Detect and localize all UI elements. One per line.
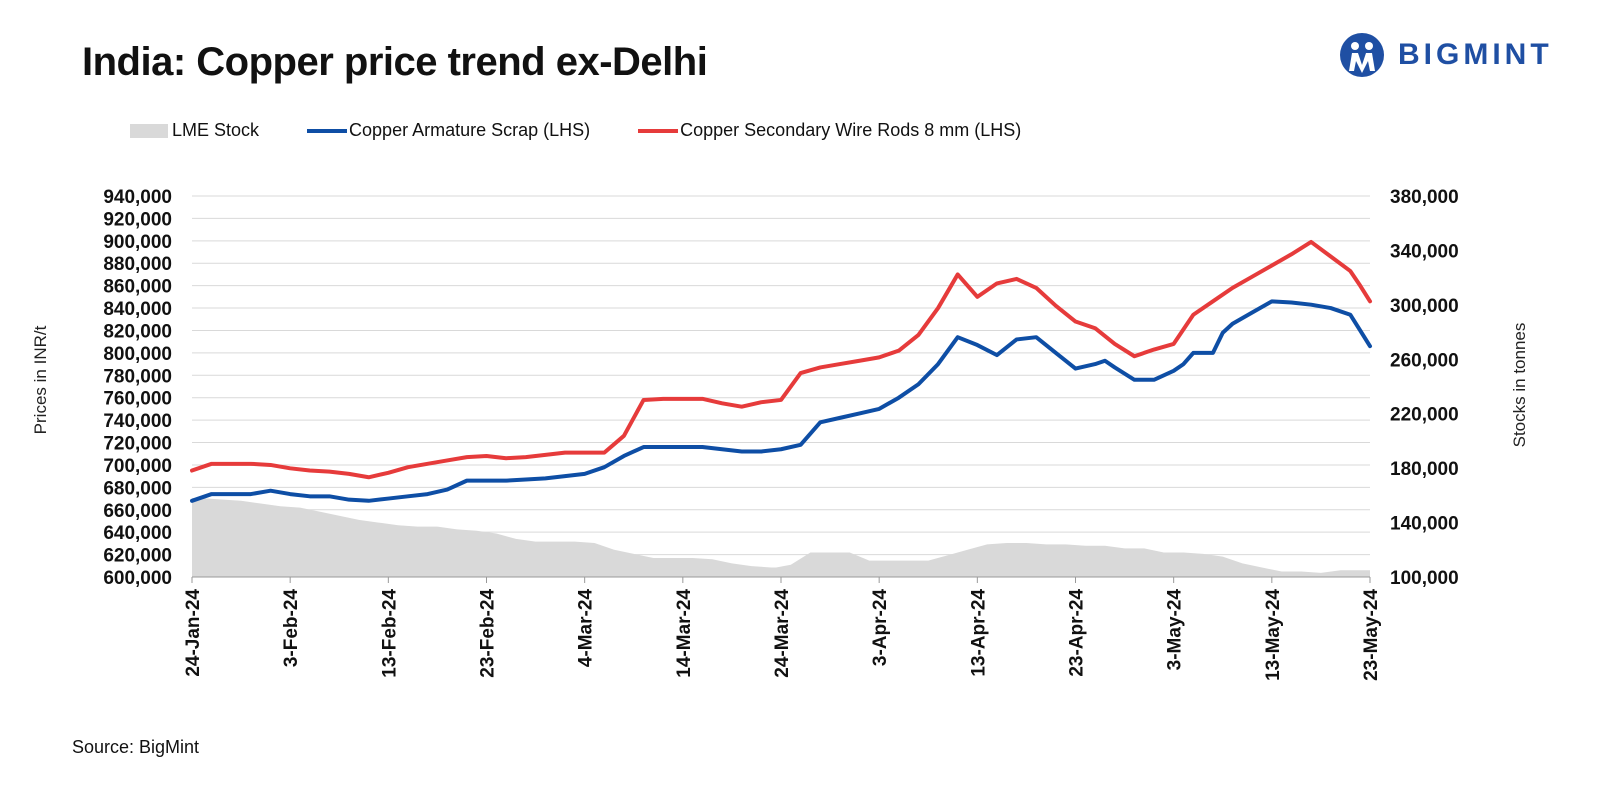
x-tick-label: 14-Mar-24 bbox=[674, 589, 695, 678]
legend-swatch-armature bbox=[307, 128, 348, 133]
y-tick-label: 920,000 bbox=[103, 209, 172, 230]
bigmint-logo-icon bbox=[1340, 33, 1384, 77]
x-tick-label: 24-Jan-24 bbox=[183, 589, 204, 677]
y-tick-label: 760,000 bbox=[103, 389, 172, 410]
x-tick-label: 3-Feb-24 bbox=[281, 589, 302, 668]
x-tick-label: 4-Mar-24 bbox=[576, 589, 597, 668]
y-axis-title-left: Prices in INR/t bbox=[31, 325, 50, 434]
legend-label-wirerods: Copper Secondary Wire Rods 8 mm (LHS) bbox=[680, 120, 1022, 140]
x-tick-label: 13-Feb-24 bbox=[379, 589, 400, 678]
y-tick-label: 940,000 bbox=[103, 187, 172, 208]
x-tick-label: 24-Mar-24 bbox=[772, 589, 793, 678]
source-note: Source: BigMint bbox=[72, 737, 200, 757]
y-tick-label: 840,000 bbox=[103, 299, 172, 320]
y-tick-label: 700,000 bbox=[103, 456, 172, 477]
y2-tick-label: 100,000 bbox=[1390, 568, 1459, 589]
y-tick-label: 640,000 bbox=[103, 523, 172, 544]
y-axis-title-right: Stocks in tonnes bbox=[1510, 323, 1529, 448]
page-title: India: Copper price trend ex-Delhi bbox=[82, 40, 708, 84]
y-tick-label: 800,000 bbox=[103, 344, 172, 365]
y-tick-label: 780,000 bbox=[103, 366, 172, 387]
y-tick-label: 900,000 bbox=[103, 232, 172, 253]
legend-item-lme: LME Stock bbox=[130, 120, 259, 141]
x-axis: 24-Jan-24 3-Feb-24 13-Feb-24 23-Feb-24 4-Mar… bbox=[183, 577, 1382, 681]
x-tick-label: 13-May-24 bbox=[1263, 589, 1284, 681]
y2-tick-label: 140,000 bbox=[1390, 514, 1459, 535]
legend-label-armature: Copper Armature Scrap (LHS) bbox=[349, 120, 591, 140]
legend-item-wirerods: Copper Secondary Wire Rods 8 mm (LHS) bbox=[638, 120, 1021, 141]
chart-legend: LME Stock Copper Armature Scrap (LHS) Co… bbox=[130, 120, 1069, 141]
y-tick-label: 740,000 bbox=[103, 411, 172, 432]
lme-stock-area bbox=[192, 498, 1370, 577]
gridlines bbox=[192, 195, 1370, 578]
y-tick-label: 680,000 bbox=[103, 478, 172, 499]
brand-name: BIGMINT bbox=[1398, 38, 1553, 71]
armature-scrap-line bbox=[190, 299, 1372, 503]
y2-tick-label: 180,000 bbox=[1390, 459, 1459, 480]
x-tick-label: 23-Feb-24 bbox=[478, 589, 499, 678]
y2-tick-label: 340,000 bbox=[1390, 241, 1459, 262]
x-tick-label: 23-Apr-24 bbox=[1067, 589, 1088, 677]
y-tick-label: 620,000 bbox=[103, 546, 172, 567]
y-axis-left: 940,000920,000900,000880,000860,000840,0… bbox=[103, 187, 172, 589]
legend-label-lme: LME Stock bbox=[172, 120, 260, 140]
legend-item-armature: Copper Armature Scrap (LHS) bbox=[307, 120, 590, 141]
y2-tick-label: 260,000 bbox=[1390, 350, 1459, 371]
y-tick-label: 720,000 bbox=[103, 434, 172, 455]
wire-rods-line bbox=[190, 239, 1372, 480]
y-tick-label: 860,000 bbox=[103, 277, 172, 298]
y-tick-label: 600,000 bbox=[103, 568, 172, 589]
y-tick-label: 880,000 bbox=[103, 254, 172, 275]
lme-area-layer bbox=[192, 498, 1370, 577]
legend-swatch-lme bbox=[130, 123, 168, 138]
x-tick-label: 23-May-24 bbox=[1361, 589, 1382, 681]
y2-tick-label: 220,000 bbox=[1390, 405, 1459, 426]
y2-tick-label: 380,000 bbox=[1390, 187, 1459, 208]
legend-swatch-wirerods bbox=[638, 128, 679, 133]
x-tick-label: 3-Apr-24 bbox=[870, 589, 891, 667]
x-tick-label: 13-Apr-24 bbox=[968, 589, 989, 677]
series-lines-layer bbox=[190, 239, 1372, 503]
y2-tick-label: 300,000 bbox=[1390, 296, 1459, 317]
brand-logo: BIGMINT bbox=[1338, 30, 1553, 80]
y-tick-label: 660,000 bbox=[103, 501, 172, 522]
y-tick-label: 820,000 bbox=[103, 321, 172, 342]
y-axis-right: 380,000 340,000 300,000 260,000 220,000 180,0… bbox=[1390, 187, 1459, 589]
x-tick-label: 3-May-24 bbox=[1165, 589, 1186, 671]
